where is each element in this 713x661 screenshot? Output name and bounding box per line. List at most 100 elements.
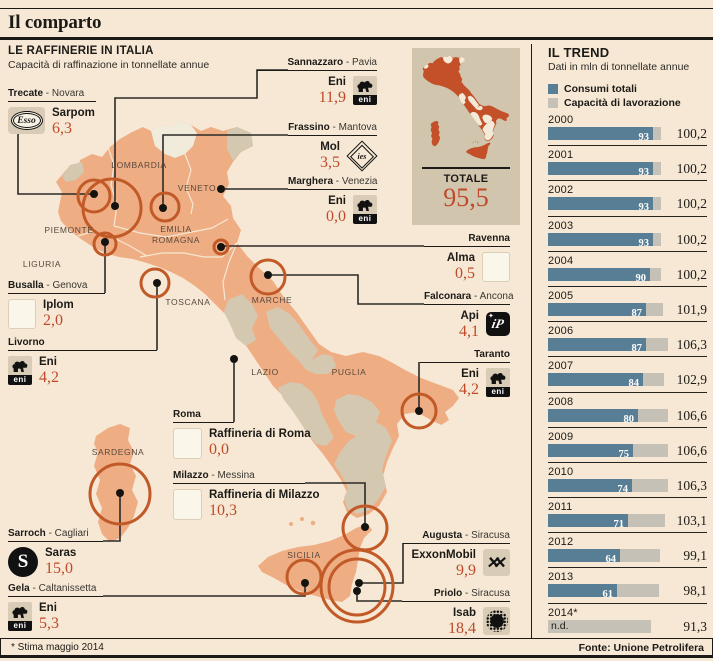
consumi-bar: 61 [548,584,617,600]
callout-frassino: Frassino - Mantova Mol 3,5 ies [288,122,378,172]
esso-logo: Esso [8,107,45,134]
refinery-company: Saras [45,547,77,559]
refinery-detail: Iplom 2,0 [8,299,105,329]
consumi-bar: 84 [548,373,643,389]
consumi-value: 75 [618,448,630,460]
year-label: 2001 [548,149,574,162]
refinery-place: Sannazzaro - Pavia [257,57,377,71]
trend-row-2003: 2003 93 100,2 [548,217,707,252]
capacita-value: 106,6 [676,442,707,458]
refinery-company: Eni [328,195,346,207]
refinery-capacity-value: 15,0 [45,560,73,577]
year-label: 2000 [548,114,574,126]
refinery-capacity-value: 11,9 [318,89,346,106]
isab-logo [483,607,510,635]
refinery-capacity-value: 18,4 [448,620,476,637]
trend-row-2008: 2008 80 106,6 [548,393,707,428]
trend-row-2009: 2009 75 106,6 [548,428,707,463]
trend-row-2011: 2011 71 103,1 [548,498,707,534]
capacity-circle [400,392,438,430]
region-label: TOSCANA [165,297,210,307]
bar-line: 87 101,9 [548,302,707,319]
refinery-company: Isab [452,607,476,619]
map-panel-subtitle: Capacità di raffinazione in tonnellate a… [8,59,210,71]
top-rule [0,8,713,9]
refinery-dot [264,271,272,279]
capacity-circle [88,462,152,526]
refinery-place: Falconara - Ancona [424,291,514,305]
capacity-circle [76,178,112,214]
capacita-value: 106,3 [676,477,707,493]
consumi-value: 93 [638,237,650,249]
refinery-capacity-value: 9,9 [456,562,476,579]
consumi-bar: 64 [548,549,620,566]
total-label: TOTALE [443,173,489,185]
refinery-dot [415,407,423,415]
bar-line: 84 102,9 [548,372,707,389]
capacity-circle [92,231,118,257]
trend-title: IL TREND [548,45,610,60]
refinery-detail: ExxonMobil 9,9 ✕✕ [403,549,510,579]
consumi-value: 87 [631,307,643,319]
refinery-capacity-value: 5,3 [39,615,59,632]
refinery-dot [217,243,225,251]
trend-row-2005: 2005 87 101,9 [548,287,707,323]
refinery-dot [301,579,309,587]
callout-milazzo: Milazzo - Messina Raffineria di Milazzo 10… [173,470,320,520]
refinery-company: Raffineria di Roma [209,428,311,440]
refinery-company: Mol [320,141,340,153]
region-label: PIEMONTE [44,225,93,235]
capacita-value: 100,2 [676,231,707,247]
region-label: LAZIO [251,367,279,377]
trend-rows: 2000 93 100,2 2001 93 100,2 2002 93 100,2 2003 93 1… [548,111,707,639]
refinery-place: Priolo - Siracusa [402,588,510,602]
refinery-capacity-value: 4,2 [459,381,479,398]
refinery-company: Api [460,310,479,322]
consumi-value: 93 [638,167,650,179]
year-label: 2014* [548,606,578,619]
capacita-value: 99,1 [683,548,707,564]
page-title: Il comparto [8,12,102,33]
year-label: 2012 [548,536,574,549]
refinery-dot [101,238,109,246]
year-label: 2003 [548,219,574,232]
title-rule [0,37,713,40]
callout-connector [162,134,288,208]
refinery-capacity-value: 2,0 [43,312,63,329]
consumi-value: 64 [605,554,617,566]
refinery-place: Ravenna [424,233,510,247]
blank-logo [8,299,36,329]
consumi-value: 80 [623,413,635,425]
refinery-company: Iplom [43,299,74,311]
consumi-bar: 80 [548,408,638,425]
trend-row-2014: 2014* n.d. 91,3 [548,604,707,639]
eni-logo: eni [486,368,510,397]
consumi-bar: 93 [548,197,653,214]
refinery-dot [353,587,361,595]
capacita-swatch [548,98,558,108]
refinery-company: Alma [446,252,475,264]
legend-item-consumi: Consumi totali [548,82,681,96]
total-inset: TOTALE 95,5 [412,48,520,225]
refinery-dot [355,579,363,587]
consumi-value: 93 [638,202,650,214]
capacita-bar [548,619,651,633]
region-label: LIGURIA [23,259,61,269]
year-label: 2006 [548,325,574,338]
bar-line: 87 106,3 [548,337,707,354]
blank-logo [482,252,510,282]
capacita-value: 100,2 [676,161,707,177]
refinery-company: Eni [39,602,57,614]
capacity-circle [249,258,287,296]
callout-connector [103,583,306,597]
trend-legend: Consumi totali Capacità di lavorazione [548,82,681,110]
trend-row-2012: 2012 64 99,1 [548,533,707,569]
footer: * Stima maggio 2014 Fonte: Unione Petrol… [0,638,713,658]
region-label: EMILIA [160,224,191,234]
refinery-company: Eni [39,356,57,368]
capacita-value: 91,3 [683,618,707,634]
ies-logo: ies [346,140,378,172]
total-value: 95,5 [443,183,489,212]
